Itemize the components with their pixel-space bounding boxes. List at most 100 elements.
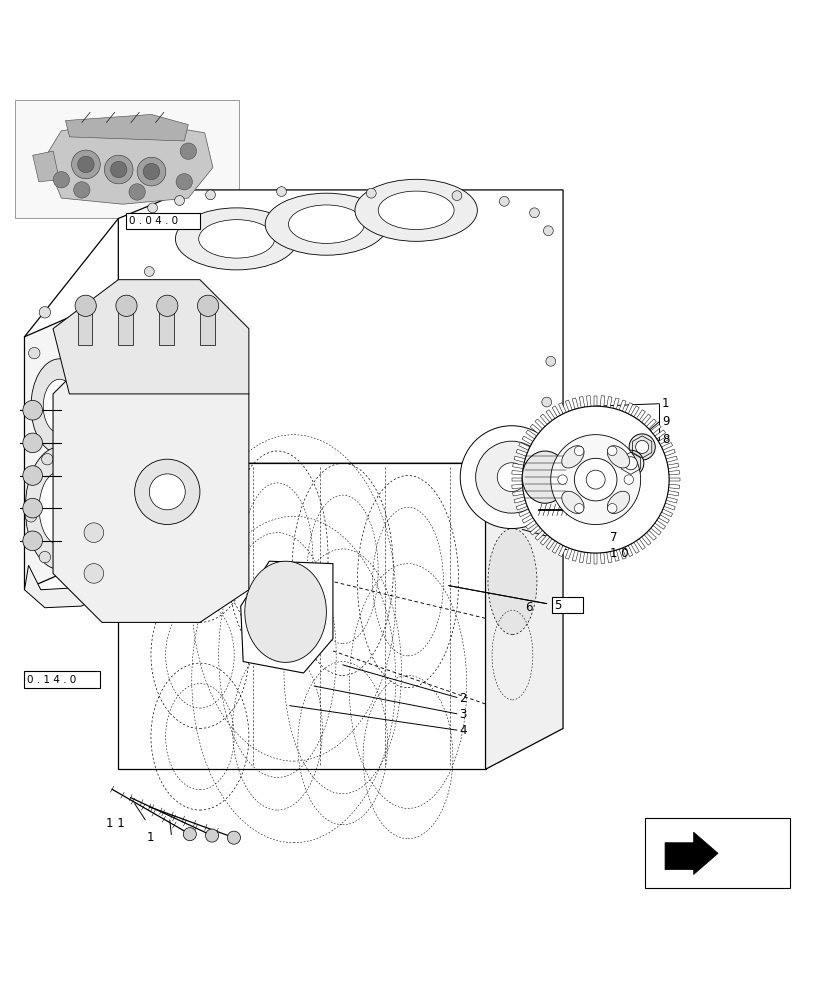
Ellipse shape [607,491,630,513]
Ellipse shape [289,205,365,243]
Ellipse shape [245,561,326,662]
Polygon shape [664,503,676,510]
Circle shape [636,440,649,453]
Polygon shape [666,456,677,462]
Polygon shape [651,525,661,535]
Circle shape [607,504,617,513]
Circle shape [126,328,135,338]
Ellipse shape [488,529,537,635]
Circle shape [497,463,526,492]
Text: 5: 5 [554,599,561,612]
Circle shape [104,155,133,184]
Polygon shape [512,478,522,481]
Polygon shape [565,400,572,411]
Circle shape [116,295,137,316]
Circle shape [23,400,42,420]
Polygon shape [559,545,566,557]
Circle shape [542,397,552,407]
Polygon shape [559,403,566,414]
Text: 0 . 1 4 . 0: 0 . 1 4 . 0 [27,675,76,685]
Bar [200,306,215,345]
Polygon shape [53,345,249,622]
Ellipse shape [39,471,80,545]
Polygon shape [512,463,524,469]
Ellipse shape [561,491,584,513]
Polygon shape [540,414,550,424]
Circle shape [135,459,200,524]
Ellipse shape [561,446,584,468]
Polygon shape [24,296,118,590]
Polygon shape [594,396,597,406]
Polygon shape [512,491,524,496]
Circle shape [618,450,644,476]
Bar [577,502,590,517]
Polygon shape [613,550,619,561]
Circle shape [23,531,42,551]
Polygon shape [552,406,561,417]
Circle shape [574,446,583,456]
Polygon shape [636,410,645,420]
Ellipse shape [265,193,388,255]
Circle shape [144,267,154,276]
Polygon shape [535,419,545,429]
Circle shape [197,295,219,316]
Polygon shape [535,530,545,540]
Polygon shape [667,463,679,469]
Circle shape [157,295,178,316]
Circle shape [53,172,69,188]
Polygon shape [33,151,60,182]
Circle shape [476,441,548,513]
Circle shape [137,157,166,186]
Circle shape [84,564,104,583]
Circle shape [23,498,42,518]
Ellipse shape [607,446,630,468]
Circle shape [543,226,553,236]
Ellipse shape [25,447,94,569]
Polygon shape [565,548,572,559]
Polygon shape [641,414,651,424]
Polygon shape [654,430,666,439]
Circle shape [206,829,219,842]
Circle shape [72,564,83,575]
Text: 1 1: 1 1 [106,817,125,830]
Polygon shape [519,442,530,450]
Circle shape [122,373,131,382]
Polygon shape [516,503,527,510]
Polygon shape [668,471,680,475]
Circle shape [73,182,90,198]
Polygon shape [45,121,213,204]
Polygon shape [118,190,563,463]
Polygon shape [519,509,530,517]
Polygon shape [24,549,118,608]
Bar [78,306,92,345]
Circle shape [23,433,42,453]
Text: 3: 3 [459,708,467,721]
Polygon shape [631,406,639,417]
Polygon shape [662,442,672,450]
Circle shape [148,203,157,213]
Polygon shape [625,545,632,557]
Circle shape [134,299,144,309]
Circle shape [499,196,509,206]
Polygon shape [587,553,591,563]
Text: 2: 2 [459,692,467,705]
Bar [15,100,239,218]
Bar [159,306,174,345]
Polygon shape [522,515,533,523]
Circle shape [78,156,94,173]
Ellipse shape [175,208,298,270]
Bar [24,671,100,688]
Circle shape [180,143,197,159]
Polygon shape [662,509,672,517]
Circle shape [175,196,184,205]
Polygon shape [607,397,612,408]
Text: 8: 8 [662,433,669,446]
Polygon shape [668,484,680,489]
Bar [552,597,583,613]
Polygon shape [646,419,656,429]
Polygon shape [594,553,597,564]
Polygon shape [526,520,537,529]
Ellipse shape [198,220,274,258]
Circle shape [29,347,40,359]
Polygon shape [646,530,656,540]
